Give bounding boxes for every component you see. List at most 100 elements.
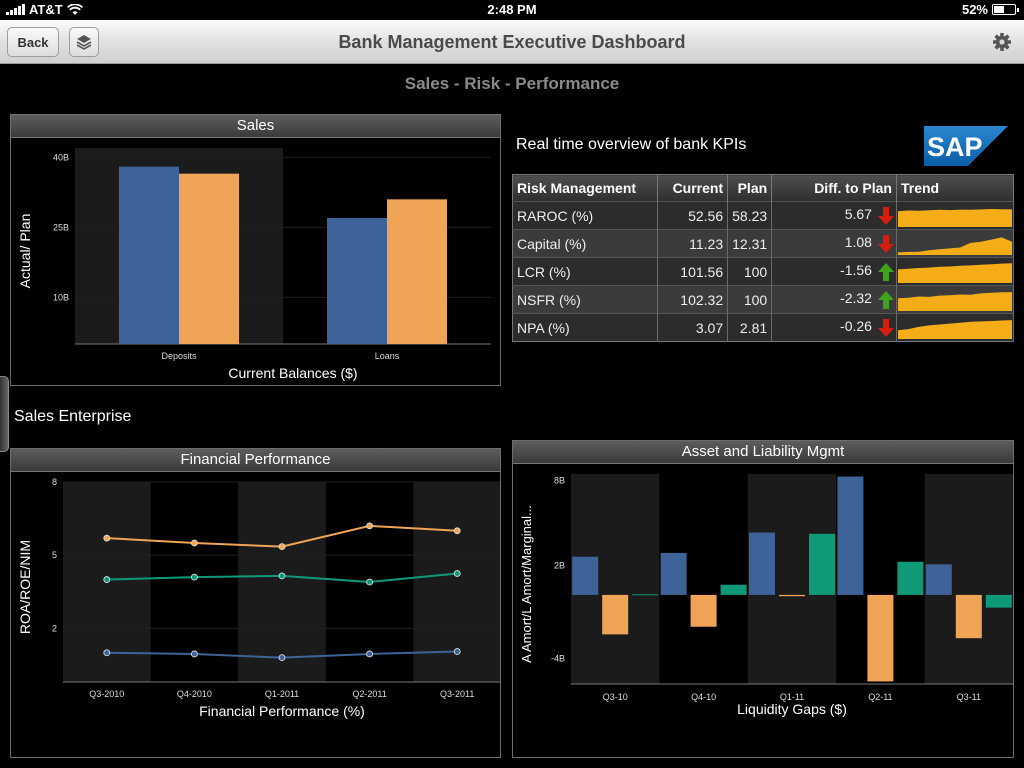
y-tick-label: 2B [554,561,565,571]
col-header-risk-management: Risk Management [512,174,659,202]
bar [179,173,239,344]
y-tick-label: 2 [52,623,57,633]
col-header-current: Current [657,174,729,202]
y-tick-label: 40B [53,152,69,162]
data-point [103,576,111,583]
battery-percent: 52% [961,2,988,17]
current-value-cell: 52.56 [657,201,729,230]
bar [955,594,982,639]
table-row[interactable]: RAROC (%) 52.56 58.23 5.67 [512,201,1015,230]
bar [387,199,447,344]
trend-cell [896,201,1015,230]
trend-area [897,319,1012,339]
x-tick-label: Q1-11 [780,692,804,702]
y-axis-title: A Amort/L Amort/Marginal... [519,505,534,663]
signal-icon [6,4,25,15]
diff-value: 1.08 [844,234,872,251]
trend-cell [896,229,1015,258]
col-header-plan: Plan [727,174,773,202]
risk-management-table: Risk Management Current Plan Diff. to Pl… [512,174,1015,342]
financial-performance-panel: Financial Performance 8 5 2 Q3-2010 Q4-2010 Q… [10,448,501,758]
data-point [366,650,374,658]
page-title: Sales - Risk - Performance [404,74,620,93]
gear-icon[interactable] [992,32,1012,52]
alm-bar-chart: 8B 2B -4B Q3-10 Q4-10 Q1-11 Q2-11 Q3-11 Liquidit… [519,474,1013,717]
x-tick-label: Q3-2010 [89,689,124,699]
plan-value-cell: 2.81 [727,313,773,342]
sales-chart-panel: Sales 40B 25B 10B Deposits Loans Current Bala… [10,114,501,386]
trend-sparkline [897,319,1012,339]
back-button[interactable]: Back [7,27,59,57]
diff-to-plan-cell: -2.32 [771,285,897,314]
current-value-cell: 11.23 [657,229,729,258]
data-point [190,573,198,581]
kpi-name-cell: Capital (%) [512,229,659,258]
x-tick-label: Q3-11 [957,692,981,702]
col-header-diff: Diff. to Plan [771,174,897,202]
kpi-name-cell: RAROC (%) [512,201,659,230]
plot-band [238,482,326,682]
battery-indicator: 52% [961,2,1019,17]
trend-sparkline [897,236,1012,255]
col-header-trend: Trend [896,174,1015,202]
sales-enterprise-label: Sales Enterprise [14,408,132,425]
diff-to-plan-cell: -1.56 [771,257,897,286]
x-axis-title: Current Balances ($) [228,365,357,381]
y-axis-title: Actual/ Plan [17,214,33,289]
diff-to-plan-cell: 1.08 [771,229,897,258]
x-tick-label: Q4-2010 [177,689,212,699]
diff-value: -1.56 [840,262,872,279]
sap-logo-text: SAP [927,132,983,162]
side-panel-handle[interactable] [0,376,9,452]
layers-button[interactable] [69,27,99,57]
layers-icon [76,35,92,50]
current-value-cell: 101.56 [657,257,729,286]
bar [720,584,747,595]
data-point [103,649,111,657]
x-tick-label: Deposits [161,351,197,361]
trend-cell [896,313,1015,342]
sap-logo: SAP [924,126,1008,166]
kpi-name-cell: NPA (%) [512,313,659,342]
bar [660,552,687,595]
sales-chart-title: Sales [11,115,500,138]
financial-line-chart: 8 5 2 Q3-2010 Q4-2010 Q1-2011 Q2-2011 Q3-2011 Fi… [17,477,500,719]
bar [119,166,179,344]
bar [779,594,805,597]
bar [837,476,864,595]
arrow-down-icon [877,234,894,253]
arrow-down-icon [877,206,894,225]
trend-area [897,262,1012,283]
plan-value-cell: 100 [727,257,773,286]
x-tick-label: Loans [375,351,400,361]
data-point [366,522,374,530]
table-row[interactable]: NPA (%) 3.07 2.81 -0.26 [512,313,1015,342]
data-point [453,648,461,655]
data-point [103,534,111,542]
carrier-indicator: AT&T [6,2,83,17]
diff-value: -2.32 [840,290,872,307]
trend-cell [896,285,1015,314]
financial-performance-title: Financial Performance [11,449,500,472]
bar [985,594,1012,608]
x-tick-label: Q2-11 [868,692,892,702]
table-header-row: Risk Management Current Plan Diff. to Pl… [512,174,1015,202]
plan-value-cell: 58.23 [727,201,773,230]
table-row[interactable]: LCR (%) 101.56 100 -1.56 [512,257,1015,286]
data-point [453,527,461,535]
diff-to-plan-cell: -0.26 [771,313,897,342]
y-tick-label: 5 [52,550,57,560]
trend-sparkline [897,262,1012,283]
bar [867,594,894,682]
trend-sparkline [897,291,1012,311]
trend-area [897,236,1012,255]
diff-value: 5.67 [844,206,872,223]
table-row[interactable]: Capital (%) 11.23 12.31 1.08 [512,229,1015,258]
plan-value-cell: 100 [727,285,773,314]
bar [572,556,599,595]
table-row[interactable]: NSFR (%) 102.32 100 -2.32 [512,285,1015,314]
dashboard-title: Bank Management Executive Dashboard [338,32,686,52]
bar [809,533,835,595]
bar [690,594,717,627]
navigation-bar: Back Bank Management Executive Dashboard [0,20,1024,64]
